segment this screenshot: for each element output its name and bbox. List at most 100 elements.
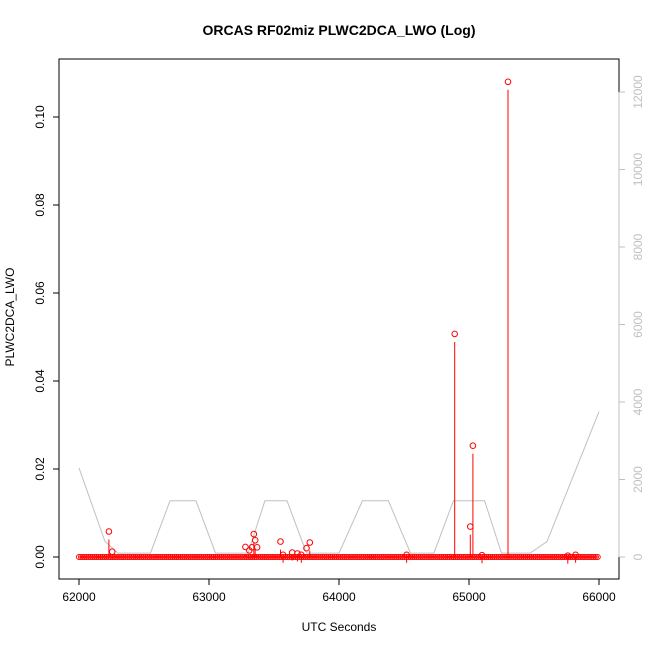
primary-baseline-point xyxy=(194,553,201,561)
primary-baseline-point xyxy=(97,553,104,561)
primary-baseline-point xyxy=(426,553,434,561)
primary-baseline-point xyxy=(405,553,412,561)
primary-baseline-point xyxy=(292,553,299,561)
primary-data-point xyxy=(504,78,512,86)
primary-baseline-point xyxy=(228,553,235,561)
primary-data-point xyxy=(279,551,287,559)
y2-tick-label: 0 xyxy=(631,553,645,560)
primary-baseline-point xyxy=(233,553,241,561)
primary-baseline-point xyxy=(538,553,545,561)
primary-baseline-point xyxy=(243,553,250,561)
primary-baseline-point xyxy=(95,553,102,561)
primary-baseline-point xyxy=(101,553,108,561)
primary-baseline-point xyxy=(107,553,114,561)
primary-baseline-point xyxy=(249,553,256,561)
primary-baseline-point xyxy=(152,553,159,561)
primary-baseline-point xyxy=(212,553,219,561)
primary-baseline-point xyxy=(352,553,359,561)
primary-baseline-point xyxy=(169,553,176,561)
primary-baseline-point xyxy=(469,553,476,561)
primary-baseline-point xyxy=(446,553,453,561)
primary-baseline-point xyxy=(440,553,447,561)
primary-baseline-point xyxy=(183,553,190,561)
primary-baseline-point xyxy=(358,553,365,561)
primary-baseline-point xyxy=(465,553,473,561)
primary-data-point xyxy=(478,551,486,559)
primary-baseline-point xyxy=(142,553,149,561)
primary-baseline-point xyxy=(364,553,371,561)
primary-baseline-point xyxy=(196,553,203,561)
primary-baseline-point xyxy=(325,553,332,561)
y2-tick-label: 12000 xyxy=(631,75,645,109)
primary-baseline-point xyxy=(206,553,213,561)
primary-baseline-point xyxy=(216,553,223,561)
primary-data-point xyxy=(251,537,259,544)
primary-baseline-point xyxy=(382,553,389,561)
primary-baseline-point xyxy=(413,553,420,561)
primary-baseline-point xyxy=(171,553,178,561)
primary-baseline-point xyxy=(415,553,422,561)
primary-baseline-point xyxy=(594,553,601,561)
primary-baseline-point xyxy=(235,553,242,561)
primary-baseline-point xyxy=(460,553,467,561)
primary-data-point xyxy=(564,552,572,560)
primary-baseline-point xyxy=(226,553,233,561)
primary-baseline-point xyxy=(450,553,457,561)
primary-baseline-point xyxy=(259,553,266,561)
primary-baseline-point xyxy=(590,553,597,561)
primary-baseline-point xyxy=(267,553,274,561)
primary-baseline-point xyxy=(452,553,459,561)
primary-baseline-point xyxy=(272,553,279,561)
primary-baseline-point xyxy=(553,553,560,561)
primary-baseline-point xyxy=(304,553,311,561)
primary-baseline-point xyxy=(421,553,428,561)
primary-baseline-point xyxy=(167,553,174,561)
y2-tick-label: 6000 xyxy=(631,311,645,338)
primary-baseline-point xyxy=(569,553,576,561)
primary-baseline-point xyxy=(333,553,340,561)
primary-baseline-point xyxy=(549,553,556,561)
primary-baseline-point xyxy=(438,553,445,561)
primary-baseline-point xyxy=(175,553,182,561)
primary-baseline-point xyxy=(247,553,254,561)
primary-baseline-point xyxy=(385,553,393,561)
primary-baseline-point xyxy=(442,553,449,561)
primary-baseline-point xyxy=(397,553,404,561)
primary-baseline-point xyxy=(198,553,205,561)
primary-baseline-point xyxy=(376,553,383,561)
primary-baseline-point xyxy=(329,553,336,561)
primary-baseline-point xyxy=(220,553,227,561)
primary-baseline-point xyxy=(118,553,125,561)
primary-baseline-point xyxy=(89,553,96,561)
primary-baseline-point xyxy=(532,553,539,561)
primary-baseline-point xyxy=(111,553,118,561)
x-tick-label: 65000 xyxy=(452,590,486,604)
primary-baseline-point xyxy=(582,553,590,561)
primary-baseline-point xyxy=(319,553,326,561)
primary-baseline-point xyxy=(91,553,98,561)
primary-baseline-point xyxy=(150,553,157,561)
primary-baseline-point xyxy=(192,553,200,561)
x-tick-label: 62000 xyxy=(62,590,96,604)
primary-baseline-point xyxy=(586,553,593,561)
primary-baseline-point xyxy=(179,553,186,561)
primary-baseline-point xyxy=(495,553,502,561)
primary-baseline-point xyxy=(499,553,506,561)
primary-baseline-point xyxy=(93,553,100,561)
primary-baseline-point xyxy=(309,553,317,561)
plot-frame xyxy=(58,58,620,580)
x-axis-label: UTC Seconds xyxy=(302,620,377,634)
primary-baseline-point xyxy=(401,553,408,561)
x-tick-label: 64000 xyxy=(322,590,356,604)
primary-baseline-point xyxy=(122,553,129,561)
primary-baseline-point xyxy=(181,553,188,561)
primary-baseline-point xyxy=(448,553,455,561)
primary-baseline-point xyxy=(547,553,554,561)
primary-baseline-point xyxy=(528,553,535,561)
primary-baseline-point xyxy=(253,553,260,561)
primary-data-point xyxy=(467,523,474,530)
primary-baseline-point xyxy=(130,553,137,561)
primary-baseline-point xyxy=(185,553,192,561)
primary-baseline-point xyxy=(210,553,217,561)
primary-baseline-point xyxy=(146,553,153,561)
